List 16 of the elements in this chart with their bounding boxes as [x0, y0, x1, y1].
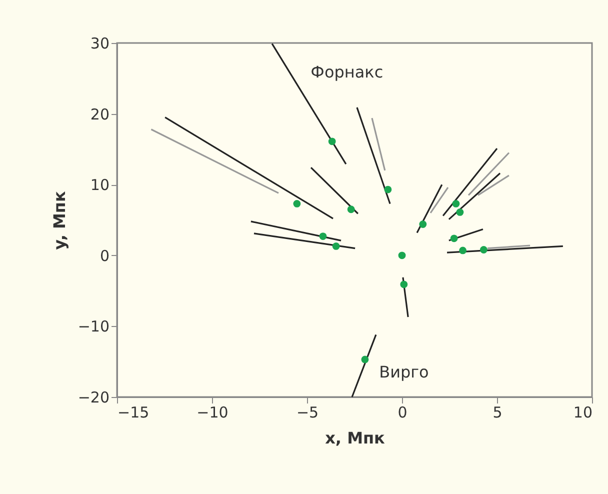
y-tick-label: 30	[90, 34, 110, 52]
x-tick-label: 10	[573, 404, 592, 422]
x-tick-label: −5	[296, 404, 319, 422]
y-axis-title: y, Мпк	[50, 191, 69, 250]
x-tick-label: −15	[118, 404, 150, 422]
y-tick-label: −10	[78, 318, 110, 336]
y-tick-label: 20	[90, 105, 110, 124]
y-tick-label: −20	[78, 388, 110, 406]
y-tick-label: 0	[100, 246, 110, 265]
y-tick-label: 10	[90, 176, 110, 194]
x-axis-title: x, Мпк	[325, 428, 386, 448]
annotation: Форнакс	[310, 62, 384, 82]
annotation: Вирго	[379, 362, 429, 382]
x-tick-label: 0	[398, 404, 408, 422]
x-tick-label: −10	[196, 404, 228, 422]
x-tick-label: 5	[492, 404, 502, 422]
